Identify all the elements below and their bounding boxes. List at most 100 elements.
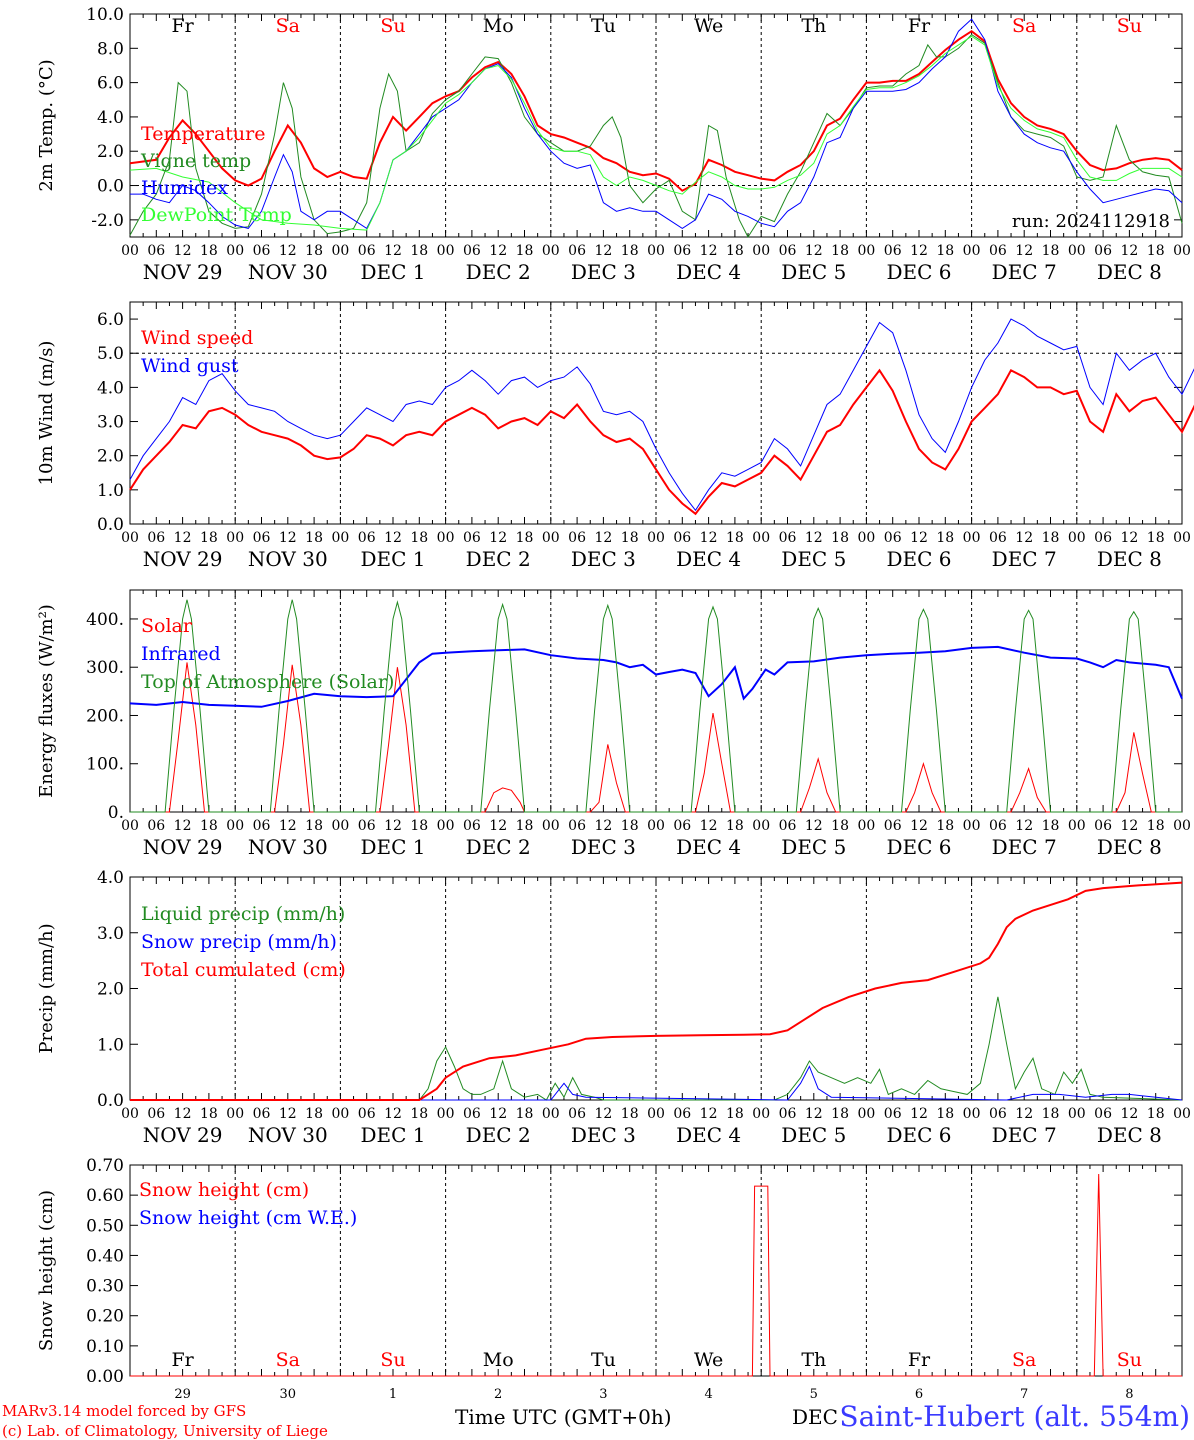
- hour-label: 12: [700, 530, 718, 546]
- weekday-label: Tu: [591, 1349, 616, 1371]
- hour-label: 00: [1173, 243, 1191, 259]
- day-number-label: 3: [599, 1387, 607, 1402]
- hour-label: 00: [331, 530, 349, 546]
- weekday-label: Su: [1117, 1349, 1142, 1371]
- hour-label: 12: [1015, 818, 1033, 834]
- hour-label: 06: [989, 243, 1007, 259]
- weekday-label: Mo: [483, 15, 514, 37]
- y-tick-label: 10.0: [86, 5, 124, 25]
- date-label: NOV 29: [143, 1123, 223, 1147]
- hour-label: 00: [437, 1106, 455, 1122]
- series-line-liquid-precip-mm-h-: [130, 996, 1183, 1101]
- hour-label: 06: [358, 243, 376, 259]
- hour-label: 18: [831, 1106, 849, 1122]
- hour-label: 00: [542, 1106, 560, 1122]
- hour-label: 06: [358, 818, 376, 834]
- legend-entry: Vigne temp: [140, 150, 251, 172]
- date-label: DEC 5: [781, 547, 846, 571]
- series-line-total-cumulated-cm-: [130, 881, 1183, 1101]
- hour-label: 00: [437, 530, 455, 546]
- hour-label: 06: [989, 1106, 1007, 1122]
- hour-label: 00: [331, 1106, 349, 1122]
- hour-label: 12: [384, 818, 402, 834]
- hour-label: 00: [121, 818, 139, 834]
- series-line-dewpoint-temp: [129, 35, 1183, 231]
- hour-label: 18: [200, 818, 218, 834]
- hour-label: 06: [779, 530, 797, 546]
- hour-label: 00: [1173, 530, 1191, 546]
- y-tick-label: 0.60: [86, 1186, 124, 1206]
- date-label: DEC 1: [360, 1123, 425, 1147]
- hour-label: 18: [831, 818, 849, 834]
- date-label: DEC 5: [781, 1123, 846, 1147]
- hour-label: 06: [779, 1106, 797, 1122]
- y-tick-label: 0.0: [97, 177, 124, 197]
- hour-label: 00: [1068, 1106, 1086, 1122]
- y-tick-label: 8.0: [97, 39, 124, 59]
- weekday-label: Th: [801, 15, 826, 37]
- hour-label: 00: [1068, 818, 1086, 834]
- y-axis-label: Energy fluxes (W/m²): [36, 604, 57, 798]
- hour-label: 06: [253, 243, 271, 259]
- y-tick-label: 0.00: [86, 1367, 124, 1387]
- hour-label: 06: [568, 1106, 586, 1122]
- date-label: NOV 30: [248, 835, 328, 859]
- hour-label: 18: [305, 243, 323, 259]
- y-axis-label: 2m Temp. (°C): [36, 59, 57, 191]
- hour-label: 00: [857, 1106, 875, 1122]
- date-label: DEC 1: [360, 835, 425, 859]
- date-label: DEC 7: [992, 1123, 1057, 1147]
- hour-label: 18: [831, 530, 849, 546]
- hour-label: 18: [1147, 818, 1165, 834]
- hour-label: 12: [805, 818, 823, 834]
- hour-label: 12: [384, 530, 402, 546]
- hour-label: 00: [121, 1106, 139, 1122]
- hour-label: 12: [1120, 530, 1138, 546]
- weekday-label: Fr: [171, 15, 194, 37]
- hour-label: 06: [779, 818, 797, 834]
- series-line-infrared: [129, 645, 1183, 708]
- hour-label: 12: [489, 818, 507, 834]
- hour-label: 12: [174, 530, 192, 546]
- hour-label: 18: [726, 530, 744, 546]
- hour-label: 12: [384, 243, 402, 259]
- hour-label: 12: [489, 1106, 507, 1122]
- y-tick-label: 5.0: [97, 344, 124, 364]
- hour-label: 06: [253, 818, 271, 834]
- y-tick-label: 6.0: [97, 310, 124, 330]
- hour-label: 18: [516, 243, 534, 259]
- hour-label: 12: [805, 1106, 823, 1122]
- model-credit: MARv3.14 model forced by GFS: [2, 1402, 247, 1420]
- hour-label: 18: [1042, 243, 1060, 259]
- series-line-wind-speed: [129, 368, 1194, 516]
- date-label: DEC 5: [781, 260, 846, 284]
- hour-label: 06: [463, 1106, 481, 1122]
- hour-label: 06: [358, 1106, 376, 1122]
- date-label: DEC 4: [676, 1123, 741, 1147]
- day-number-label: 7: [1020, 1387, 1028, 1402]
- hour-label: 00: [963, 243, 981, 259]
- lab-credit: (c) Lab. of Climatology, University of L…: [2, 1422, 328, 1440]
- date-label: DEC 1: [360, 260, 425, 284]
- y-tick-label: 2.0: [97, 142, 124, 162]
- y-tick-label: 0.0: [97, 1091, 124, 1111]
- date-label: DEC 4: [676, 547, 741, 571]
- date-label: DEC 1: [360, 547, 425, 571]
- hour-label: 12: [805, 530, 823, 546]
- date-label: DEC 4: [676, 835, 741, 859]
- date-label: NOV 30: [248, 1123, 328, 1147]
- hour-label: 18: [1147, 243, 1165, 259]
- hour-label: 18: [1147, 530, 1165, 546]
- hour-label: 00: [857, 243, 875, 259]
- hour-label: 00: [331, 243, 349, 259]
- hour-label: 12: [910, 1106, 928, 1122]
- hour-label: 12: [910, 530, 928, 546]
- weekday-label: We: [694, 15, 723, 37]
- hour-label: 06: [989, 530, 1007, 546]
- weekday-label: Sa: [1012, 1349, 1036, 1371]
- date-label: DEC 6: [886, 547, 951, 571]
- legend-entry: Humidex: [141, 177, 228, 199]
- y-tick-label: 0.50: [86, 1216, 124, 1236]
- hour-label: 12: [700, 818, 718, 834]
- y-tick-label: 200.: [86, 706, 124, 726]
